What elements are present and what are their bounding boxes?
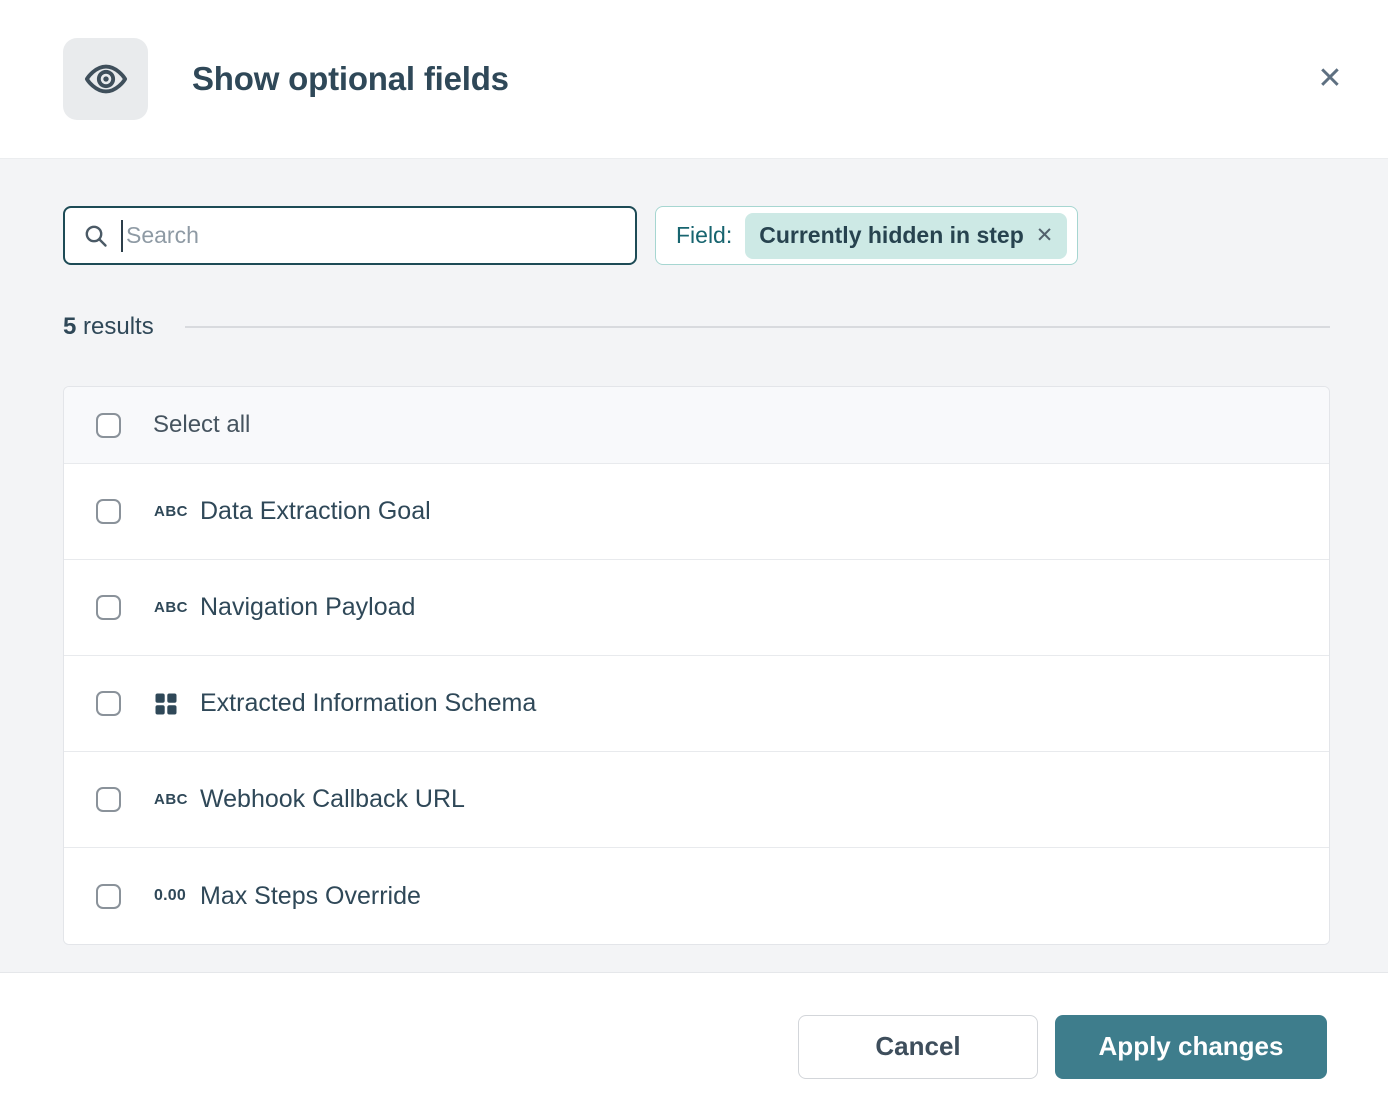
dialog-body: Field: Currently hidden in step ✕ 5 resu… xyxy=(0,158,1388,972)
filters-row: Field: Currently hidden in step ✕ xyxy=(63,206,1330,265)
list-item[interactable]: ABC Data Extraction Goal xyxy=(64,464,1329,560)
field-label: Max Steps Override xyxy=(200,881,421,910)
search-box[interactable] xyxy=(63,206,637,265)
field-filter: Field: Currently hidden in step ✕ xyxy=(655,206,1079,265)
field-label: Navigation Payload xyxy=(200,593,416,621)
close-icon[interactable]: ✕ xyxy=(1308,57,1352,101)
field-filter-chip-label: Currently hidden in step xyxy=(759,222,1024,248)
field-label: Data Extraction Goal xyxy=(200,497,431,525)
cancel-button[interactable]: Cancel xyxy=(798,1014,1038,1079)
list-item[interactable]: Extracted Information Schema xyxy=(64,656,1329,752)
results-count-label: results xyxy=(83,313,154,340)
field-checkbox[interactable] xyxy=(96,595,121,620)
dialog-title: Show optional fields xyxy=(192,60,509,97)
list-item[interactable]: 0.00 Max Steps Override xyxy=(64,848,1329,944)
list-item[interactable]: ABC Webhook Callback URL xyxy=(64,752,1329,848)
field-filter-chip: Currently hidden in step ✕ xyxy=(745,212,1068,259)
results-count-number: 5 xyxy=(63,313,77,340)
eye-icon-badge xyxy=(63,38,148,120)
field-checkbox[interactable] xyxy=(96,691,121,716)
search-icon xyxy=(85,225,107,247)
field-type-glyph: ABC xyxy=(154,791,188,808)
field-type-glyph: 0.00 xyxy=(154,887,186,904)
schema-grid-icon xyxy=(154,692,200,716)
search-input[interactable] xyxy=(123,222,621,249)
list-item[interactable]: ABC Navigation Payload xyxy=(64,560,1329,656)
field-type-glyph: ABC xyxy=(154,503,188,520)
number-field-icon: 0.00 xyxy=(154,887,200,905)
results-count: 5 results xyxy=(63,313,154,341)
select-all-checkbox[interactable] xyxy=(96,412,121,438)
field-type-glyph: ABC xyxy=(154,599,188,616)
field-checkbox[interactable] xyxy=(96,499,121,524)
text-cursor xyxy=(121,219,123,252)
select-all-row[interactable]: Select all xyxy=(64,387,1329,464)
results-divider xyxy=(184,326,1330,328)
field-list-rows: ABC Data Extraction Goal ABC Navigation Pay… xyxy=(64,464,1329,944)
dialog-footer: Cancel Apply changes xyxy=(0,972,1388,1120)
text-field-icon: ABC xyxy=(154,503,200,520)
field-checkbox[interactable] xyxy=(96,883,121,909)
field-checkbox[interactable] xyxy=(96,787,121,812)
field-filter-label: Field: xyxy=(676,222,733,248)
text-field-icon: ABC xyxy=(154,599,200,616)
eye-icon xyxy=(84,64,127,94)
remove-filter-icon[interactable]: ✕ xyxy=(1035,223,1054,247)
text-field-icon: ABC xyxy=(154,791,200,808)
apply-changes-button[interactable]: Apply changes xyxy=(1055,1014,1327,1079)
dialog-header: Show optional fields ✕ xyxy=(0,0,1388,158)
field-list: Select all ABC Data Extraction Goal ABC Nav… xyxy=(63,386,1330,945)
results-row: 5 results xyxy=(63,313,1330,341)
select-all-label: Select all xyxy=(153,411,251,438)
field-label: Extracted Information Schema xyxy=(200,689,537,717)
field-label: Webhook Callback URL xyxy=(200,785,465,813)
